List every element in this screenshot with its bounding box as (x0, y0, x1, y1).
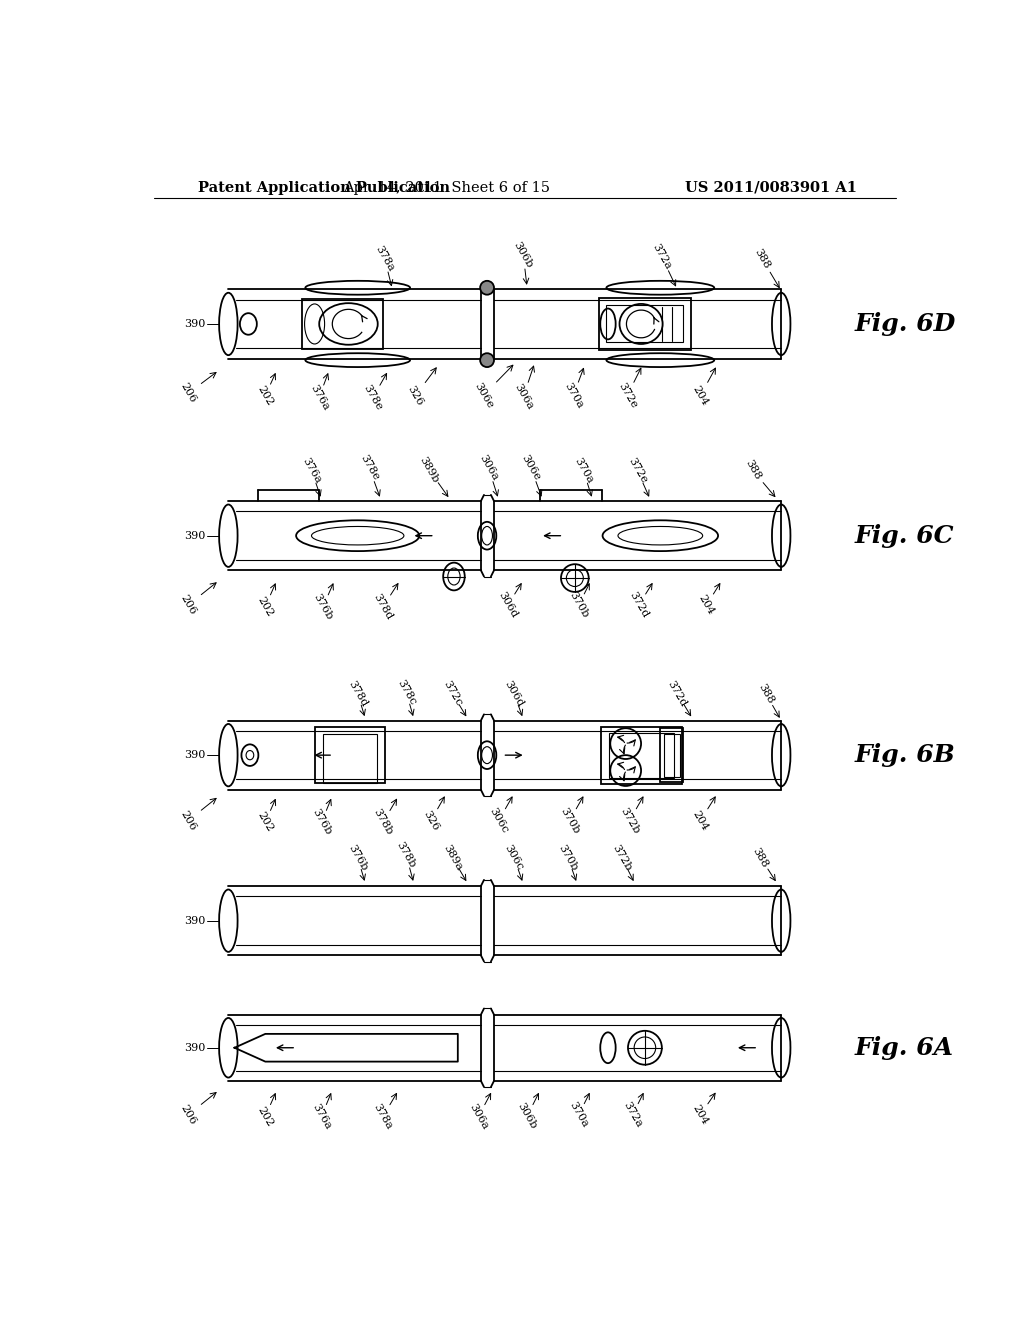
Text: 390: 390 (184, 750, 205, 760)
Text: 306c: 306c (487, 807, 510, 836)
Bar (323, 734, 377, 783)
Text: Patent Application Publication: Patent Application Publication (199, 181, 451, 194)
Text: 378b: 378b (372, 808, 394, 837)
Text: 388: 388 (756, 682, 775, 705)
Bar (302, 300, 383, 350)
Text: 202: 202 (256, 595, 275, 618)
Text: Fig. 6D: Fig. 6D (854, 312, 955, 337)
Bar (601, 726, 682, 784)
Text: 204: 204 (697, 593, 716, 616)
Text: 370a: 370a (567, 1100, 590, 1130)
Text: US 2011/0083901 A1: US 2011/0083901 A1 (685, 181, 857, 194)
Text: 372e: 372e (616, 381, 639, 411)
Text: 378e: 378e (358, 454, 381, 482)
Text: 206: 206 (178, 593, 198, 616)
Text: 390: 390 (184, 531, 205, 541)
Text: 389b: 389b (418, 455, 440, 484)
Text: 306b: 306b (512, 240, 535, 269)
Text: 372a: 372a (650, 243, 673, 272)
Ellipse shape (480, 354, 494, 367)
Text: 390: 390 (184, 916, 205, 925)
Bar (315, 727, 385, 783)
Text: 206: 206 (178, 381, 198, 405)
Text: 370b: 370b (558, 805, 581, 836)
Text: 378a: 378a (372, 1102, 394, 1131)
Text: 370a: 370a (562, 381, 585, 411)
Text: Fig. 6C: Fig. 6C (854, 524, 954, 548)
Text: 378a: 378a (374, 244, 396, 273)
Text: 306a: 306a (512, 383, 535, 412)
Text: 376a: 376a (308, 383, 331, 412)
Text: 390: 390 (184, 319, 205, 329)
Text: 202: 202 (256, 384, 275, 408)
Text: 370b: 370b (567, 590, 590, 620)
Text: 370b: 370b (556, 842, 580, 873)
Bar (665, 734, 680, 776)
Text: 372c: 372c (441, 680, 464, 708)
Ellipse shape (480, 281, 494, 294)
Text: 326: 326 (421, 809, 440, 833)
Text: 204: 204 (690, 1104, 710, 1126)
Text: 388: 388 (753, 247, 772, 271)
Bar (660, 729, 683, 781)
Text: 306b: 306b (516, 1101, 539, 1131)
Text: 372d: 372d (666, 678, 689, 709)
Bar (606, 305, 683, 342)
Text: 204: 204 (690, 809, 710, 833)
Text: 306e: 306e (519, 453, 543, 483)
Text: 378b: 378b (395, 841, 418, 870)
Text: 370a: 370a (572, 455, 595, 484)
Text: 376a: 376a (300, 455, 323, 484)
Text: 388: 388 (743, 458, 763, 482)
Text: 306a: 306a (477, 453, 500, 483)
Text: 306e: 306e (472, 381, 495, 411)
Text: 306d: 306d (503, 678, 525, 709)
Text: 378c: 378c (395, 677, 418, 706)
Text: 306c: 306c (503, 843, 525, 873)
Text: 306a: 306a (467, 1102, 489, 1131)
Text: 306d: 306d (497, 590, 519, 620)
Text: 206: 206 (178, 1104, 198, 1126)
Text: 372e: 372e (626, 455, 648, 484)
Text: 204: 204 (690, 384, 710, 408)
Bar (608, 733, 674, 779)
Text: 326: 326 (406, 384, 425, 408)
Text: 376b: 376b (311, 591, 335, 622)
Text: 202: 202 (256, 1105, 275, 1129)
Text: 202: 202 (256, 810, 275, 834)
Text: 372b: 372b (618, 805, 641, 836)
Text: 388: 388 (751, 846, 770, 870)
Text: Apr. 14, 2011  Sheet 6 of 15: Apr. 14, 2011 Sheet 6 of 15 (343, 181, 550, 194)
Text: 376b: 376b (310, 808, 333, 837)
Text: 372a: 372a (622, 1100, 644, 1130)
Text: Fig. 6B: Fig. 6B (854, 743, 955, 767)
Bar (599, 298, 691, 350)
Text: 390: 390 (184, 1043, 205, 1053)
Text: 378d: 378d (346, 678, 369, 709)
Text: 206: 206 (178, 809, 198, 833)
Text: 372d: 372d (628, 590, 650, 619)
Text: 378d: 378d (372, 591, 394, 622)
Text: 372b: 372b (610, 842, 633, 873)
Text: 389a: 389a (441, 843, 464, 873)
Text: Fig. 6A: Fig. 6A (854, 1036, 953, 1060)
Text: 376b: 376b (346, 842, 369, 873)
Text: 378e: 378e (361, 383, 384, 412)
Text: 376a: 376a (310, 1102, 333, 1131)
